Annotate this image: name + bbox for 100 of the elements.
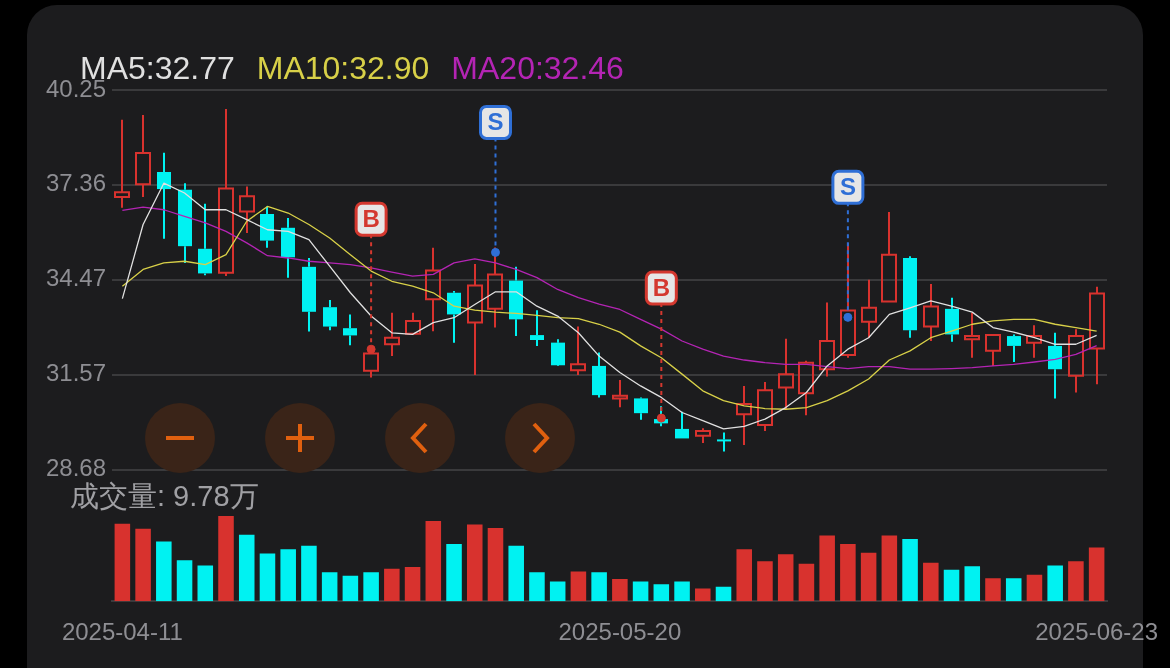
- candlestick: [592, 351, 606, 399]
- candlestick: [281, 216, 295, 279]
- candlestick: [551, 338, 565, 366]
- bar: [1088, 547, 1105, 602]
- candlestick: [157, 151, 171, 240]
- bar: [632, 581, 649, 602]
- x-tick-label: 2025-05-20: [558, 618, 682, 646]
- bar: [695, 588, 711, 602]
- bar: [674, 581, 690, 602]
- candlestick: [343, 313, 357, 347]
- bar: [943, 569, 960, 602]
- y-tick-label: 37.36: [45, 169, 106, 197]
- bar: [404, 567, 421, 602]
- candlestick: [198, 202, 212, 277]
- text: B: [652, 273, 670, 301]
- candlestick: [819, 301, 835, 378]
- bar: [1068, 561, 1084, 602]
- candlestick: [114, 118, 130, 209]
- bar: [798, 563, 815, 602]
- candlestick: [425, 246, 441, 333]
- y-tick-label: 34.47: [45, 264, 106, 292]
- bar: [197, 565, 214, 602]
- bar: [923, 562, 939, 602]
- bar: [301, 545, 317, 602]
- bar: [591, 572, 607, 602]
- bar: [1026, 574, 1043, 602]
- bar: [881, 535, 898, 602]
- candlestick: [178, 182, 192, 264]
- chart-title: 成交量: 9.78万: [70, 479, 259, 514]
- candlestick: [964, 311, 980, 359]
- bar: [985, 578, 1001, 602]
- candlestick: [798, 359, 814, 417]
- candlestick: [861, 278, 877, 339]
- candlestick: [1048, 331, 1062, 400]
- candlestick: [487, 246, 503, 329]
- candlestick: [570, 325, 586, 377]
- point: [843, 312, 853, 322]
- bar: [156, 541, 172, 602]
- candlestick: [384, 311, 400, 358]
- candlestick: [1007, 333, 1021, 363]
- candlestick: [135, 113, 151, 198]
- candlestick: [302, 256, 316, 333]
- candlestick: [218, 108, 234, 278]
- bar: [238, 534, 255, 602]
- bar: [446, 544, 462, 602]
- bar: [612, 579, 628, 602]
- bar: [549, 581, 566, 602]
- text: MA20:32.46: [451, 50, 624, 86]
- bar: [819, 535, 835, 602]
- candlestick: [717, 431, 731, 453]
- bar: [715, 586, 732, 602]
- bar: [218, 516, 234, 602]
- bar: [342, 575, 359, 602]
- text: S: [487, 108, 504, 136]
- candlestick: [778, 337, 794, 411]
- y-tick-label: 31.57: [45, 359, 106, 387]
- x-tick-label: 2025-06-23: [1035, 618, 1159, 646]
- bar: [736, 549, 753, 602]
- bar: [757, 561, 773, 602]
- point: [656, 413, 666, 423]
- text: MA10:32.90: [256, 50, 430, 86]
- bar: [860, 552, 877, 602]
- bar: [135, 528, 151, 602]
- candlestick: [903, 255, 917, 339]
- bar: [570, 571, 587, 602]
- bar: [777, 554, 794, 602]
- bar: [114, 523, 131, 602]
- bar: [280, 549, 296, 602]
- candlestick: [1068, 328, 1084, 394]
- bar: [363, 572, 379, 602]
- x-tick-label: 2025-04-11: [61, 618, 183, 646]
- candlestick: [881, 211, 897, 303]
- bar: [425, 521, 442, 602]
- bar: [902, 539, 918, 602]
- candlestick: [1089, 285, 1105, 386]
- candlestick: [530, 309, 544, 347]
- candlestick: [467, 262, 483, 377]
- bar: [840, 544, 856, 602]
- bar: [1047, 565, 1063, 602]
- bar: [529, 572, 545, 602]
- bar: [466, 524, 483, 602]
- text: S: [839, 172, 856, 200]
- bar: [653, 584, 670, 602]
- candlestick: [239, 185, 255, 235]
- bar: [508, 545, 524, 602]
- candlestick: [260, 205, 274, 249]
- bar: [321, 572, 338, 602]
- candlestick: [509, 265, 523, 338]
- bar: [176, 560, 193, 602]
- candlestick: [736, 384, 752, 446]
- bar: [487, 527, 504, 602]
- candlestick: [675, 410, 689, 439]
- y-tick-label: 28.68: [45, 454, 106, 482]
- bar: [259, 553, 276, 602]
- candlestick: [612, 379, 628, 409]
- bar: [964, 566, 981, 602]
- text: B: [362, 204, 380, 232]
- point: [490, 247, 500, 257]
- candlestick: [923, 282, 939, 342]
- candlestick: [945, 296, 959, 343]
